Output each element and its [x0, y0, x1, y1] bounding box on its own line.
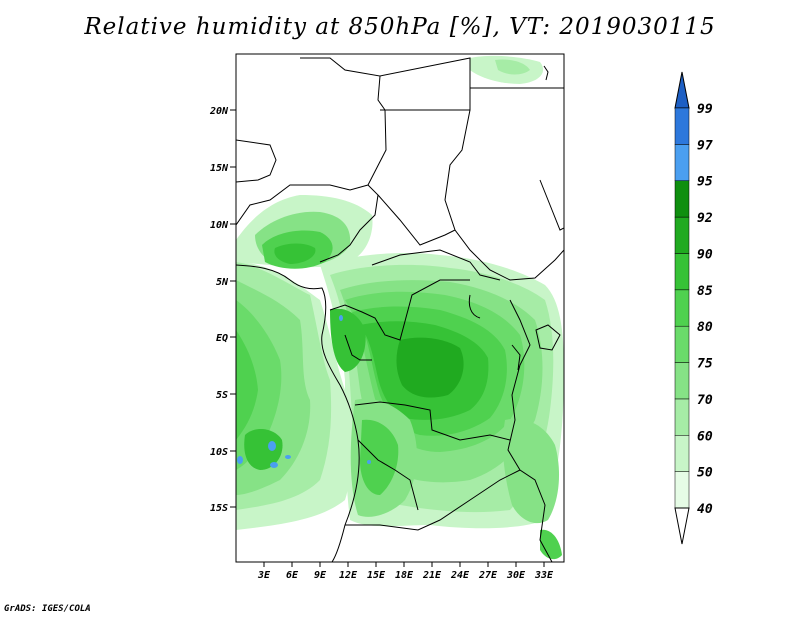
y-tick-label: 20N	[209, 106, 229, 117]
x-tick-label: 3E	[257, 570, 271, 581]
colorbar: 40 50 60 70 75 80 85 90 92 95 97 99	[674, 71, 713, 545]
x-tick-label: 33E	[534, 570, 554, 581]
y-tick-label: EQ	[216, 333, 228, 344]
map-panel	[236, 54, 564, 562]
x-tick-label: 6E	[286, 570, 299, 581]
colorbar-label: 70	[697, 393, 713, 408]
colorbar-box	[674, 471, 690, 509]
y-axis: 20N 15N 10N 5N EQ 5S 10S 15S	[209, 106, 236, 514]
colorbar-box	[674, 362, 690, 400]
y-tick-label: 15S	[210, 503, 228, 514]
colorbar-label: 75	[697, 357, 713, 372]
credit-label: GrADS: IGES/COLA	[4, 604, 91, 614]
y-tick-label: 10S	[210, 447, 228, 458]
colorbar-label: 50	[697, 466, 713, 481]
x-tick-label: 12E	[339, 570, 358, 581]
map-title: Relative humidity at 850hPa [%], VT: 201…	[84, 14, 716, 40]
colorbar-label: 92	[697, 211, 713, 226]
x-tick-label: 9E	[314, 570, 327, 581]
x-tick-label: 24E	[450, 570, 470, 581]
y-tick-label: 5N	[216, 277, 229, 288]
colorbar-box	[674, 289, 690, 327]
colorbar-box	[674, 180, 690, 218]
colorbar-label: 60	[697, 429, 713, 444]
colorbar-box	[674, 144, 690, 181]
x-tick-label: 18E	[395, 570, 414, 581]
colorbar-label: 85	[697, 284, 713, 299]
country-borders	[236, 57, 564, 562]
colorbar-box	[674, 398, 690, 436]
x-tick-label: 30E	[506, 570, 526, 581]
x-axis: 3E 6E 9E 12E 15E 18E 21E 24E 27E 30E 33E	[257, 562, 554, 581]
x-tick-label: 15E	[367, 570, 386, 581]
colorbar-label: 90	[697, 247, 713, 262]
colorbar-box	[674, 107, 690, 145]
map-frame	[235, 53, 565, 563]
colorbar-label: 99	[697, 102, 713, 117]
x-tick-label: 27E	[478, 570, 498, 581]
y-tick-label: 10N	[210, 220, 229, 231]
colorbar-box	[674, 325, 690, 363]
colorbar-box	[674, 216, 690, 254]
colorbar-label: 95	[697, 175, 713, 190]
colorbar-box	[674, 435, 690, 472]
x-tick-label: 21E	[422, 570, 442, 581]
y-tick-label: 5S	[216, 390, 228, 401]
colorbar-arrow-bottom	[674, 507, 690, 545]
colorbar-label: 40	[697, 502, 713, 517]
colorbar-box	[674, 253, 690, 291]
humidity-shading	[236, 55, 564, 560]
colorbar-label: 97	[697, 138, 713, 153]
colorbar-arrow-top	[674, 71, 690, 109]
colorbar-label: 80	[697, 320, 713, 335]
y-tick-label: 15N	[210, 163, 229, 174]
